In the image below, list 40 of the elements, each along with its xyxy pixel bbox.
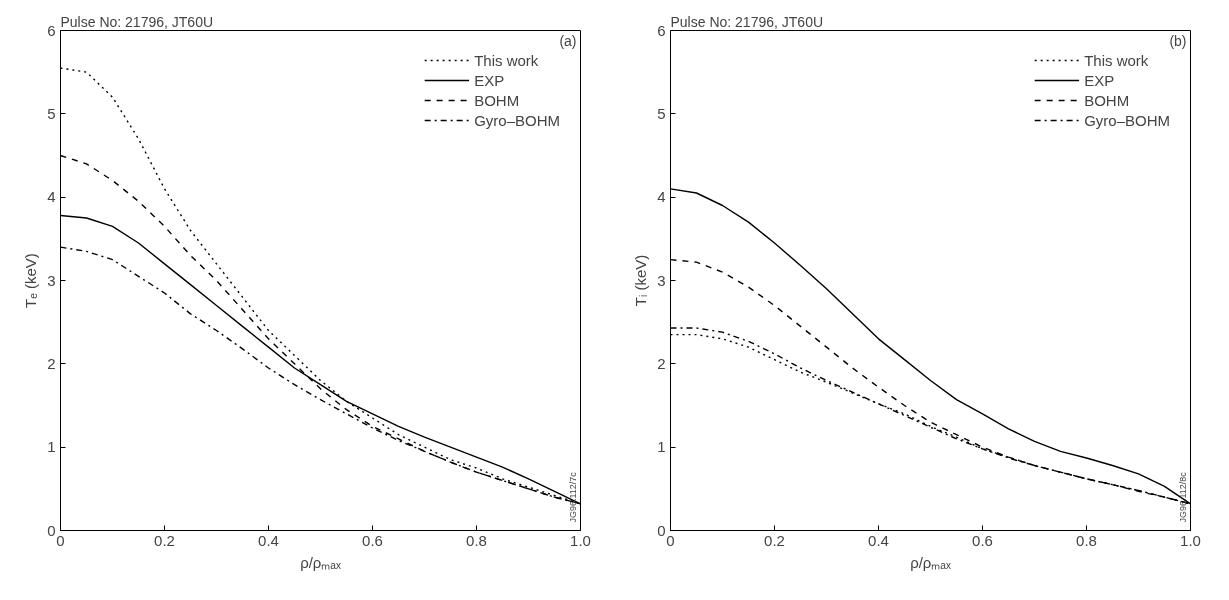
legend-label: BOHM xyxy=(1084,91,1130,109)
x-tick-label: 1.0 xyxy=(1180,531,1201,549)
y-tick-label: 3 xyxy=(47,271,56,289)
y-tick-label: 2 xyxy=(47,354,56,372)
legend-label: EXP xyxy=(1084,71,1115,89)
annotation: JG96.112/8c xyxy=(1177,471,1188,523)
y-tick-label: 1 xyxy=(47,438,56,456)
x-tick-label: 0.2 xyxy=(154,531,175,549)
chart-title: Pulse No: 21796, JT60U xyxy=(670,13,824,30)
y-tick-label: 4 xyxy=(47,188,56,206)
x-tick-label: 0.4 xyxy=(258,531,279,549)
legend-label: Gyro–BOHM xyxy=(1084,111,1170,129)
y-axis-title: Tₑ (keV) xyxy=(22,253,40,308)
y-tick-label: 5 xyxy=(657,104,666,122)
y-axis-title: Tᵢ (keV) xyxy=(632,254,650,307)
y-tick-label: 6 xyxy=(657,21,666,39)
y-tick-label: 4 xyxy=(657,188,666,206)
x-tick-label: 0.2 xyxy=(764,531,785,549)
annotation: (b) xyxy=(1169,32,1187,49)
x-tick-label: 0.6 xyxy=(362,531,383,549)
y-tick-label: 6 xyxy=(47,21,56,39)
y-tick-label: 1 xyxy=(657,438,666,456)
x-tick-label: 1.0 xyxy=(570,531,591,549)
y-tick-label: 2 xyxy=(657,354,666,372)
legend-label: EXP xyxy=(474,71,505,89)
x-tick-label: 0.8 xyxy=(466,531,487,549)
x-axis-title: ρ/ρₘₐₓ xyxy=(910,553,951,571)
x-axis-title: ρ/ρₘₐₓ xyxy=(300,553,341,571)
legend-label: Gyro–BOHM xyxy=(474,111,560,129)
y-tick-label: 5 xyxy=(47,104,56,122)
x-tick-label: 0.8 xyxy=(1076,531,1097,549)
x-tick-label: 0.6 xyxy=(972,531,993,549)
x-tick-label: 0.4 xyxy=(868,531,889,549)
y-tick-label: 3 xyxy=(657,271,666,289)
legend-label: BOHM xyxy=(474,91,520,109)
chart-title: Pulse No: 21796, JT60U xyxy=(60,13,214,30)
legend-label: This work xyxy=(474,51,539,69)
annotation: JG96.112/7c xyxy=(567,471,578,523)
annotation: (a) xyxy=(559,32,577,49)
legend-label: This work xyxy=(1084,51,1149,69)
